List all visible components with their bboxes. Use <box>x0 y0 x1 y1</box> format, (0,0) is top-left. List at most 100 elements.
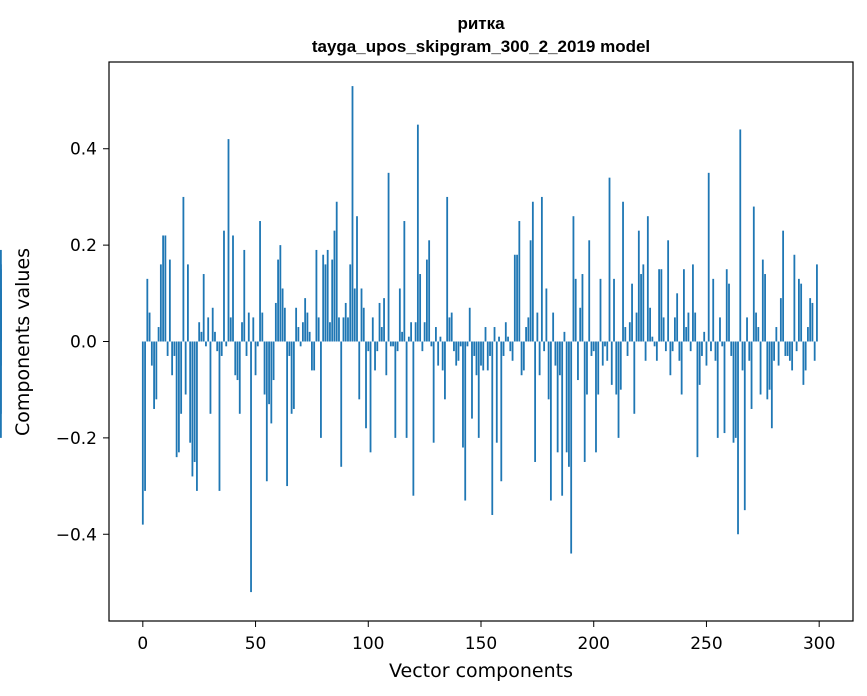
bar <box>378 302 381 342</box>
y-tick-label: −0.4 <box>56 525 97 545</box>
bar <box>601 341 604 366</box>
bar <box>728 283 730 342</box>
bar <box>719 317 721 342</box>
bar <box>283 307 286 342</box>
bar <box>182 196 185 342</box>
bar <box>646 216 649 342</box>
bar <box>804 341 807 371</box>
bar <box>694 312 697 342</box>
x-tick-label: 200 <box>578 634 610 654</box>
bar <box>245 341 248 356</box>
bar <box>329 322 331 342</box>
x-tick-label: 50 <box>245 634 267 654</box>
bar <box>220 341 223 356</box>
bar <box>369 341 372 453</box>
bar <box>351 86 354 342</box>
bar <box>570 341 573 554</box>
x-tick-label: 0 <box>137 634 148 654</box>
bar <box>333 230 336 342</box>
y-tick-label: 0.0 <box>70 333 97 353</box>
bar <box>592 341 595 352</box>
bar <box>173 341 176 356</box>
bar <box>568 341 570 467</box>
bar <box>549 341 552 501</box>
bar <box>416 124 419 342</box>
bar <box>473 341 476 356</box>
x-tick-label: 250 <box>690 634 722 654</box>
bar <box>750 341 753 409</box>
bar <box>376 341 379 352</box>
bar <box>180 341 183 414</box>
bar <box>689 341 692 352</box>
bar <box>653 341 656 347</box>
bar <box>347 317 349 342</box>
bar <box>428 240 431 342</box>
bar <box>441 341 444 371</box>
bar <box>705 341 708 366</box>
bar <box>164 235 167 342</box>
bar <box>509 341 512 352</box>
bar <box>671 341 674 352</box>
bar <box>367 341 370 352</box>
bar <box>775 327 778 342</box>
bar <box>175 341 178 458</box>
bar <box>223 230 225 342</box>
bar <box>207 317 210 342</box>
bar <box>155 341 158 400</box>
bar <box>374 341 376 371</box>
bar <box>678 341 681 361</box>
bar <box>214 331 216 342</box>
bar <box>365 341 367 429</box>
bar <box>446 196 449 342</box>
bar <box>556 341 559 453</box>
bar <box>698 341 701 385</box>
bar <box>529 240 532 342</box>
bar <box>559 341 561 376</box>
bar <box>773 341 775 361</box>
bar <box>342 317 345 342</box>
bar <box>353 288 356 342</box>
bar <box>448 317 451 342</box>
bar <box>157 327 160 342</box>
bar <box>401 331 403 342</box>
bar <box>383 298 385 342</box>
bar <box>547 341 550 400</box>
bar <box>432 341 435 443</box>
bar <box>308 331 311 342</box>
bar <box>218 341 221 491</box>
bar <box>261 312 264 342</box>
bar <box>168 259 171 342</box>
bar <box>809 298 812 342</box>
bar <box>811 302 814 342</box>
bar <box>184 341 187 395</box>
bar <box>793 254 796 342</box>
bar <box>326 249 329 342</box>
bar <box>741 341 744 371</box>
bar <box>403 221 406 342</box>
bar <box>604 341 606 347</box>
x-tick-label: 100 <box>352 634 384 654</box>
bar <box>435 327 437 342</box>
chart-title: ритка <box>457 14 505 33</box>
bar <box>786 341 789 356</box>
bar <box>791 341 794 371</box>
bar <box>540 196 543 342</box>
bar <box>480 341 482 366</box>
x-axis-ticks: 0 50 100 150 200 250 300 <box>137 621 835 654</box>
bar <box>520 341 523 376</box>
bar <box>227 139 230 342</box>
bar <box>759 341 762 395</box>
bar <box>813 341 816 361</box>
bar <box>622 201 624 342</box>
bar <box>743 341 746 511</box>
bar <box>191 341 194 477</box>
bar <box>477 341 480 438</box>
bar <box>421 341 424 352</box>
bar <box>725 269 728 342</box>
bar <box>335 201 338 342</box>
bar <box>574 278 577 342</box>
bar <box>565 341 568 453</box>
bar <box>610 341 613 385</box>
bar <box>687 312 690 342</box>
chart-subtitle: tayga_upos_skipgram_300_2_2019 model <box>312 37 650 56</box>
